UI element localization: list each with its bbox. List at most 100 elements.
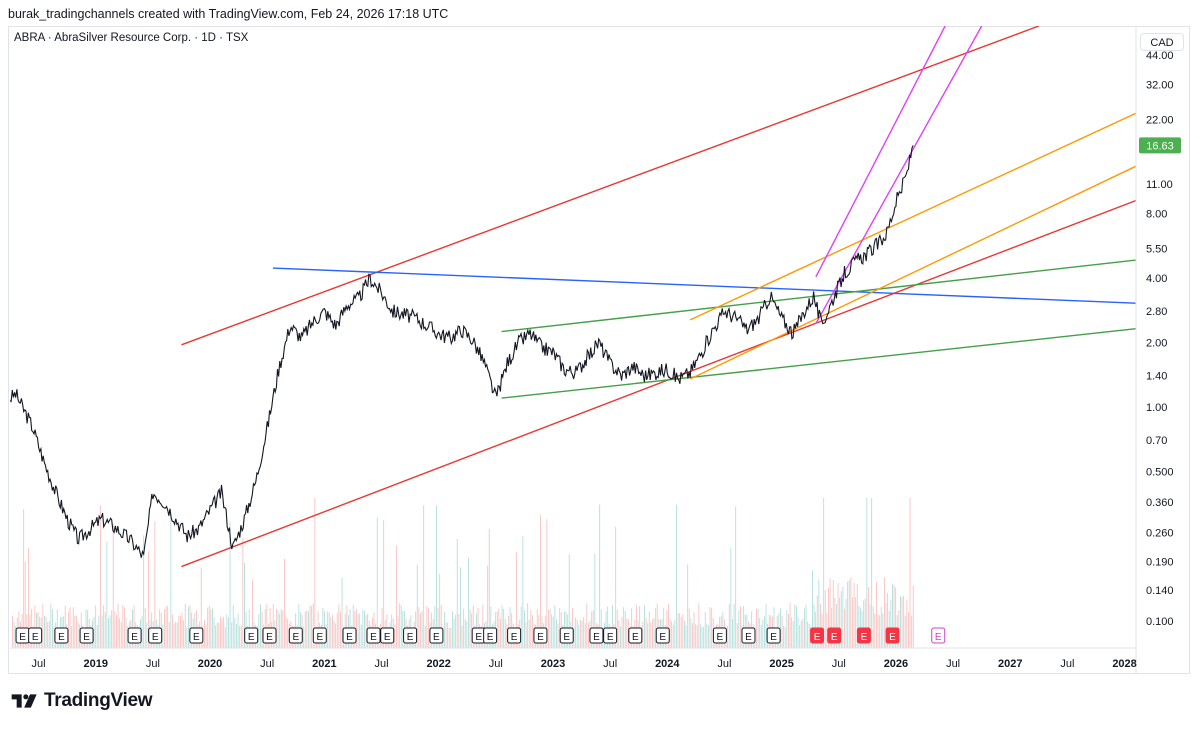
earnings-marker[interactable]: E [429,627,444,644]
trend-line-blue-resistance[interactable] [272,267,1136,304]
earnings-marker[interactable]: E [712,627,727,644]
trend-lines [181,26,1136,568]
volume-bar [365,615,367,648]
earnings-marker[interactable]: E [810,627,825,644]
earnings-marker-label: E [83,632,90,643]
volume-bar [906,600,908,648]
earnings-marker[interactable]: E [28,627,43,644]
volume-bar [890,600,892,648]
earnings-marker[interactable]: E [603,627,618,644]
volume-bar [24,561,26,648]
earnings-marker[interactable]: E [885,627,900,644]
volume-bar [845,599,847,648]
earnings-marker[interactable]: E [342,627,357,644]
earnings-marker[interactable]: E [380,627,395,644]
earnings-marker[interactable]: E [507,627,522,644]
volume-bar [234,617,236,648]
trend-line-green-upper[interactable] [501,259,1136,333]
volume-bar [188,606,189,648]
x-tick-year: 2021 [312,658,336,670]
volume-bar [460,567,461,648]
earnings-marker[interactable]: E [189,627,204,644]
earnings-marker-box [931,627,946,644]
volume-bar [445,622,447,648]
volume-bar [762,619,764,648]
volume-bar [487,565,489,648]
trend-line-orange-upper[interactable] [689,112,1136,321]
volume-bar [791,617,793,648]
volume-bar [279,613,281,648]
earnings-marker[interactable]: E [366,627,381,644]
earnings-marker[interactable]: E [655,627,670,644]
volume-bar [122,605,124,648]
volume-bar [456,539,458,648]
earnings-marker[interactable]: E [483,627,498,644]
trend-line-magenta-upper[interactable] [815,26,946,278]
earnings-marker[interactable]: E [79,627,94,644]
last-price-badge: 16.63 [1139,137,1181,154]
tradingview-logo-icon [11,694,37,708]
earnings-marker[interactable]: E [589,627,604,644]
trend-line-red-channel-upper[interactable] [181,26,1040,346]
volume-bar [143,535,145,648]
currency-selector[interactable]: CAD [1140,33,1184,51]
price-line[interactable] [10,145,914,558]
volume-bar [108,618,109,648]
earnings-marker-label: E [433,632,440,643]
volume-bar [164,609,165,648]
earnings-marker[interactable]: E [15,627,30,644]
volume-bar [616,609,618,648]
volume-bar [780,608,781,648]
earnings-marker[interactable]: E [559,627,574,644]
x-tick-year: 2019 [83,658,107,670]
earnings-marker[interactable]: E [127,627,142,644]
volume-bar [580,620,581,648]
volume-bar [532,615,533,648]
earnings-marker[interactable]: E [403,627,418,644]
volume-bar [839,597,841,648]
earnings-marker[interactable]: E [288,627,303,644]
y-tick-label: 0.140 [1146,585,1174,597]
volume-bar [685,625,687,648]
earnings-marker-box [262,627,277,644]
volume-bar [314,498,316,648]
earnings-marker[interactable]: E [148,627,163,644]
earnings-marker[interactable]: E [244,627,259,644]
volume-bar [28,548,29,648]
tradingview-logo[interactable]: TradingView [10,690,153,712]
earnings-marker-label: E [346,632,353,643]
earnings-marker[interactable]: E [931,627,946,644]
chart-credit: burak_tradingchannels created with Tradi… [8,7,449,21]
earnings-marker[interactable]: E [827,627,842,644]
volume-bar [804,608,805,648]
volume-bar [327,611,329,648]
volume-bar [357,613,359,648]
volume-bar [362,610,364,648]
earnings-marker[interactable]: E [766,627,781,644]
trend-line-orange-lower[interactable] [689,165,1136,380]
volume-bar [311,606,313,648]
volume-bar [76,615,77,648]
earnings-marker-box [288,627,303,644]
x-tick-year: 2027 [998,658,1022,670]
earnings-marker[interactable]: E [741,627,756,644]
earnings-marker[interactable]: E [856,627,871,644]
earnings-marker[interactable]: E [54,627,69,644]
volume-bar [877,614,879,648]
volume-bar [599,504,601,648]
earnings-marker[interactable]: E [262,627,277,644]
volume-bar [399,603,401,648]
volume-bar [866,498,868,648]
earnings-marker[interactable]: E [628,627,643,644]
volume-bar [642,621,644,648]
volume-bar [834,597,836,648]
trend-line-green-lower[interactable] [501,327,1136,399]
trend-line-red-channel-lower[interactable] [181,199,1136,568]
earnings-marker[interactable]: E [312,627,327,644]
earnings-marker[interactable]: E [533,627,548,644]
volume-bar [298,604,300,648]
volume-bar [882,613,884,648]
volume-bar [669,618,671,648]
volume-bar [799,624,801,648]
